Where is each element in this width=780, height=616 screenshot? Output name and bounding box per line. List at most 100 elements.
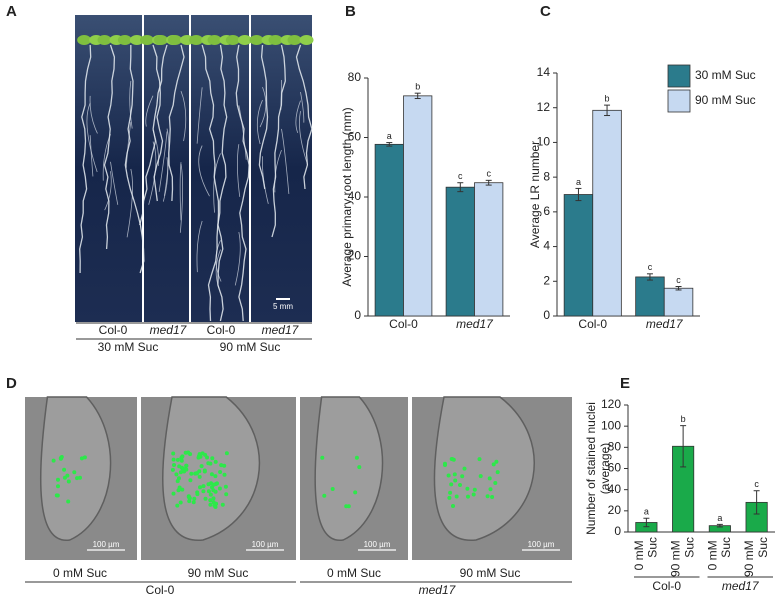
significance-letter: a [387,131,392,141]
lateral-root [261,156,269,204]
nucleus [453,478,458,483]
nucleus [56,484,60,489]
significance-letter: a [576,177,581,187]
y-tick-label: 60 [348,130,362,144]
condition-label: 0 mM Suc [53,566,107,580]
root-outline [162,396,261,541]
y-tick-label: 80 [348,70,362,84]
lateral-root [256,99,263,145]
lateral-root [198,145,210,197]
nucleus [62,467,67,472]
y-tick-label: 100 [601,418,621,432]
lateral-root [89,135,94,177]
nucleus [493,481,498,485]
y-tick-label: 80 [608,440,622,454]
root-tip-images: 100 µm 100 µm 100 µm 100 µm [25,396,572,560]
condition-label: 90 mM Suc [220,340,281,354]
leaf [117,35,132,45]
leaf [287,35,302,45]
nucleus [210,456,215,461]
scale-bar-label: 100 µm [528,540,555,549]
nucleus [179,455,184,460]
leaf [225,35,240,45]
y-axis-label: Average LR number [528,141,542,248]
y-axis-label: Number of stained nuclei [584,402,598,535]
nucleus [56,477,60,482]
significance-letter: a [644,507,649,517]
root [258,44,269,190]
lateral-root [110,161,119,205]
root [103,44,116,250]
panel-label: B [345,3,356,20]
nucleus [66,479,71,484]
nucleus [179,465,184,470]
lateral-root [280,80,282,111]
panel-label: A [6,3,17,20]
legend-label: 30 mM Suc [695,68,756,82]
nucleus [446,473,451,478]
panel-label: C [540,3,551,20]
lateral-root [274,149,282,193]
leaf [77,35,92,45]
lateral-root [104,171,112,211]
nucleus [218,470,223,474]
significance-letter: a [717,513,722,523]
nucleus [213,505,218,509]
nucleus [213,474,218,479]
legend-swatch [667,89,691,113]
y-tick-label: 14 [537,65,551,79]
nucleus [199,464,204,469]
nucleus [78,475,82,480]
y-tick-label: 60 [608,461,622,475]
nucleus [322,493,327,498]
nucleus [51,458,56,463]
nucleus [465,486,470,491]
nucleus [357,465,362,470]
nucleus [224,451,229,456]
nucleus [222,463,227,468]
y-tick-label: 20 [608,503,622,517]
group-label: med17 [722,579,760,593]
lateral-root [281,128,290,194]
x-tick-label: Col-0 [389,317,418,331]
nucleus [447,495,452,500]
nucleus [330,487,335,491]
root [79,44,92,274]
leaf [237,35,252,45]
nucleus [208,502,213,507]
condition-label: 0 mM Suc [327,566,381,580]
lateral-root [196,220,203,273]
lateral-root [179,164,184,233]
genotype-label: med17 [419,583,457,597]
leaf [129,35,144,45]
y-tick-label: 0 [354,308,361,322]
bar [403,95,433,317]
nucleus [192,496,197,501]
nucleus [215,481,219,486]
nucleus [460,474,465,479]
nucleus [188,452,193,457]
lateral-root [215,240,222,282]
nucleus [58,456,63,461]
nucleus [320,455,325,460]
nucleus [202,468,207,473]
bar [445,186,475,317]
genotype-label: med17 [262,323,300,337]
nucleus [219,463,224,468]
lateral-root [234,231,241,286]
scale-bar-label: 5 mm [273,302,293,311]
nucleus [203,496,208,501]
nucleus [222,472,227,477]
nucleus [203,452,208,457]
leaf [97,35,112,45]
y-tick-label: 4 [543,239,550,253]
y-tick-label: 120 [601,397,621,411]
y-axis-label: (average) [598,443,612,494]
nucleus [487,476,492,481]
nucleus [172,463,176,467]
bar [474,182,504,317]
y-tick-label: 8 [543,169,550,183]
nucleus [354,455,359,460]
nucleus [353,490,358,495]
nucleus [206,489,211,494]
